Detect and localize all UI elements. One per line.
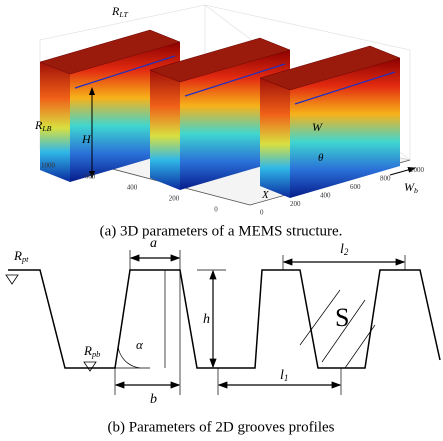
tick-label: 0	[214, 206, 218, 214]
label-base: X	[261, 189, 270, 201]
tick-label: 1000	[410, 166, 425, 174]
profile	[8, 269, 441, 369]
label: Rpt	[13, 248, 29, 264]
label: θ	[318, 152, 324, 164]
tick-label: 600	[85, 173, 96, 181]
label: a	[150, 236, 157, 251]
label-base: l	[340, 242, 344, 257]
ridge-line	[184, 63, 286, 97]
label-sub: pb	[91, 349, 100, 359]
roughness-symbol	[83, 361, 97, 372]
ridge-top	[259, 45, 401, 91]
label: Rpb	[83, 343, 100, 359]
ridge-wall	[290, 58, 400, 198]
tick-label: 1000	[41, 162, 56, 170]
dimension-arrows	[114, 254, 406, 389]
tick-label: 200	[290, 200, 301, 208]
label: W	[312, 120, 323, 134]
label-base: R	[83, 343, 92, 358]
label-sub: pt	[21, 254, 29, 264]
label-base: S	[335, 303, 349, 332]
label-base: a	[150, 236, 157, 251]
label-base: R	[13, 248, 22, 263]
ridge-top	[39, 29, 181, 75]
label-base: α	[136, 337, 144, 352]
caption: (a) 3D parameters of a MEMS structure.	[100, 223, 343, 239]
label-base: W	[312, 120, 323, 134]
label: l2	[340, 242, 349, 257]
ridge-line	[74, 55, 176, 89]
label: S	[335, 303, 349, 332]
tick-label: 800	[380, 175, 391, 183]
label-sub: LB	[41, 124, 51, 133]
guides	[114, 250, 406, 395]
label: α	[136, 337, 144, 352]
label-base: R	[111, 4, 120, 18]
caption: (b) Parameters of 2D grooves profiles	[107, 419, 334, 435]
tick-label: 400	[320, 192, 331, 200]
label: h	[203, 312, 210, 327]
label: RLT	[111, 4, 129, 19]
ridge-line	[294, 71, 396, 105]
ridge-top	[149, 37, 291, 83]
label-base: H	[81, 132, 92, 146]
label: Wb	[404, 180, 418, 195]
label-sub: b	[414, 186, 418, 195]
label-sub: 2	[344, 247, 349, 257]
label-base: b	[150, 392, 157, 407]
label-sub: 1	[284, 373, 289, 383]
ridge-end	[260, 78, 290, 198]
label: l1	[280, 368, 288, 383]
label-base: W	[404, 180, 415, 194]
ridge-end	[40, 62, 70, 182]
label-sub: LT	[118, 10, 128, 19]
tick-label: 200	[169, 195, 180, 203]
roughness-symbol	[5, 274, 19, 285]
tick-label: 400	[127, 184, 138, 192]
tick-label: 600	[350, 183, 361, 191]
tick-label: 0	[260, 209, 264, 217]
label-base: θ	[318, 152, 324, 164]
label-base: h	[203, 312, 210, 327]
label: X	[261, 189, 270, 201]
label: H	[81, 132, 92, 146]
label: RLB	[34, 118, 52, 133]
dim	[389, 166, 416, 176]
label-base: l	[280, 368, 284, 383]
ridge-end	[150, 70, 180, 190]
label: b	[150, 392, 157, 407]
label-base: R	[34, 118, 43, 132]
